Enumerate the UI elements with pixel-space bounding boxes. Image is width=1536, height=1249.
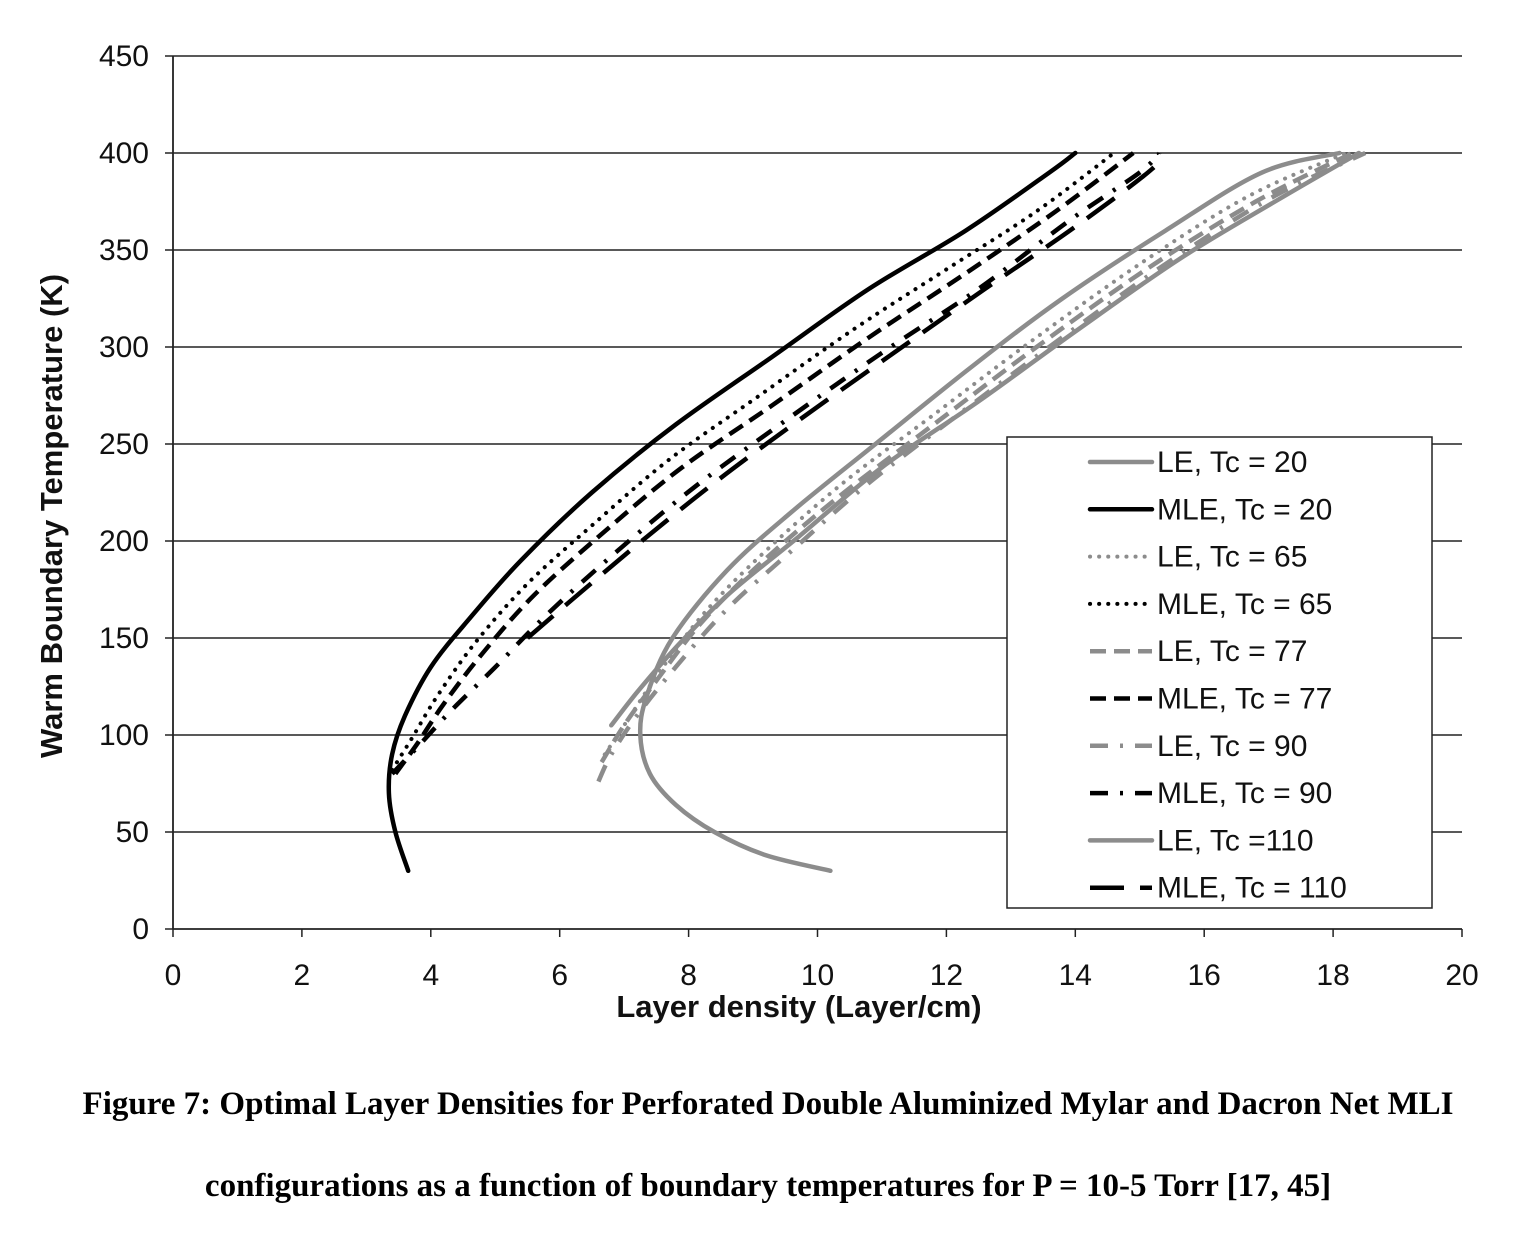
legend-box (1006, 436, 1433, 909)
legend-label-8: MLE, Tc = 90 (1157, 777, 1332, 810)
legend-label-9: LE, Tc =110 (1157, 824, 1314, 857)
series-line-7 (596, 150, 1367, 783)
series-line-8 (390, 151, 1161, 776)
x-tick-label: 8 (680, 959, 697, 992)
x-tick-label: 20 (1445, 959, 1478, 992)
y-tick-label: 400 (99, 137, 149, 170)
legend-label-3: LE, Tc = 65 (1157, 541, 1307, 574)
series-line-6 (393, 151, 1135, 776)
y-tick-label: 200 (99, 525, 149, 558)
y-tick-label: 100 (99, 719, 149, 752)
x-tick-label: 14 (1059, 959, 1092, 992)
x-tick-label: 2 (294, 959, 311, 992)
legend-label-1: LE, Tc = 20 (1157, 446, 1307, 479)
y-axis-title: Warm Boundary Temperature (K) (34, 274, 69, 758)
series-line-4 (390, 151, 1116, 772)
y-tick-label: 350 (99, 234, 149, 267)
legend-label-6: MLE, Tc = 77 (1157, 683, 1332, 716)
y-tick-label: 0 (132, 913, 149, 946)
chart: 0 50 100 150 200 250 300 350 400 450 0 2 4 6 8 10 12 14 16… (34, 40, 1479, 1024)
x-tick-label: 0 (165, 959, 182, 992)
x-tick-label: 6 (551, 959, 568, 992)
y-tick-label: 50 (116, 816, 149, 849)
x-axis-title: Layer density (Layer/cm) (616, 989, 981, 1024)
series-line-10 (526, 152, 1163, 640)
x-tick-label: 12 (930, 959, 963, 992)
series-line-9 (609, 150, 1362, 728)
x-tick-label: 4 (422, 959, 439, 992)
series-line-5 (599, 150, 1354, 764)
x-tick-label: 18 (1316, 959, 1349, 992)
legend: LE, Tc = 20 MLE, Tc = 20 LE, Tc = 65 MLE, T… (1006, 436, 1433, 909)
y-tick-label: 250 (99, 428, 149, 461)
legend-label-4: MLE, Tc = 65 (1157, 588, 1332, 621)
legend-label-2: MLE, Tc = 20 (1157, 493, 1332, 526)
y-tick-label: 150 (99, 622, 149, 655)
legend-label-7: LE, Tc = 90 (1157, 730, 1307, 763)
axes: 0 50 100 150 200 250 300 350 400 450 0 2 4 6 8 10 12 14 16… (99, 40, 1479, 992)
figure-caption-line-1: Figure 7: Optimal Layer Densities for Pe… (82, 1086, 1454, 1122)
gridlines (173, 55, 1462, 833)
figure-caption-line-2: configurations as a function of boundary… (204, 1168, 1332, 1204)
legend-label-10: MLE, Tc = 110 (1157, 872, 1347, 905)
series-layer (386, 150, 1367, 874)
legend-label-5: LE, Tc = 77 (1157, 635, 1307, 668)
x-tick-label: 10 (801, 959, 834, 992)
series-line-2 (386, 150, 1078, 874)
y-tick-label: 450 (99, 40, 149, 73)
series-line-1 (637, 150, 1342, 874)
x-tick-label: 16 (1188, 959, 1221, 992)
y-tick-label: 300 (99, 331, 149, 364)
